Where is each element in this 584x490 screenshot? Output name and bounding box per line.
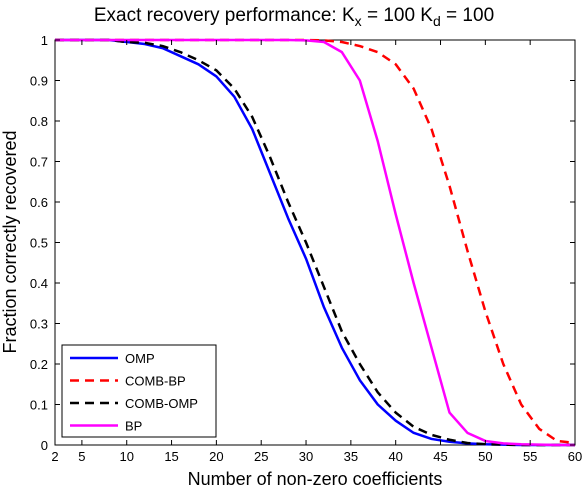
series-line-bp: [55, 38, 575, 447]
chart-title: Exact recovery performance: Kx = 100 Kd …: [94, 5, 494, 29]
x-tick-label: 40: [388, 449, 402, 464]
y-tick-label: 0.6: [30, 195, 48, 210]
x-axis-label: Number of non-zero coefficients: [188, 469, 443, 489]
series-line-omp: [55, 38, 575, 447]
x-tick-label: 20: [209, 449, 223, 464]
x-tick-label: 30: [299, 449, 313, 464]
x-tick-label: 55: [523, 449, 537, 464]
y-axis-label: Fraction correctly recovered: [0, 130, 20, 353]
y-tick-label: 0.3: [30, 317, 48, 332]
x-tick-label: 2: [51, 449, 58, 464]
y-tick-label: 0.7: [30, 155, 48, 170]
x-tick-label: 15: [164, 449, 178, 464]
x-tick-label: 50: [478, 449, 492, 464]
y-tick-label: 0.4: [30, 276, 48, 291]
chart-title-suffix: = 100: [441, 5, 494, 26]
chart-title-sub2: d: [433, 13, 441, 29]
tick-layer: 2 5 10 15 20 25 30 35 40 45 50 55 6000.10.20.30.40.5…: [30, 33, 582, 464]
y-tick-label: 0.5: [30, 236, 48, 251]
y-tick-label: 0.9: [30, 74, 48, 89]
x-tick-label: 25: [254, 449, 268, 464]
x-tick-label: 60: [568, 449, 582, 464]
y-tick-label: 0.1: [30, 398, 48, 413]
legend-box: [61, 344, 217, 438]
series-layer: [55, 38, 576, 447]
legend-label-omp: OMP: [125, 351, 155, 366]
y-tick-label: 0: [41, 438, 48, 453]
y-tick-label: 0.2: [30, 357, 48, 372]
legend-label-comb-omp: COMB-OMP: [125, 396, 198, 411]
x-tick-label: 5: [78, 449, 85, 464]
y-tick-label: 1: [41, 33, 48, 48]
legend: OMP COMB-BP COMB-OMP BP: [61, 344, 217, 438]
x-tick-label: 35: [344, 449, 358, 464]
chart-title-prefix: Exact recovery performance: K: [94, 5, 355, 26]
legend-label-bp: BP: [125, 419, 142, 434]
legend-label-comb-bp: COMB-BP: [125, 374, 186, 389]
x-tick-label: 45: [433, 449, 447, 464]
x-tick-label: 10: [119, 449, 133, 464]
chart-title-sub1: x: [355, 13, 362, 29]
chart-title-middle: = 100 K: [362, 5, 434, 26]
y-tick-label: 0.8: [30, 114, 48, 129]
